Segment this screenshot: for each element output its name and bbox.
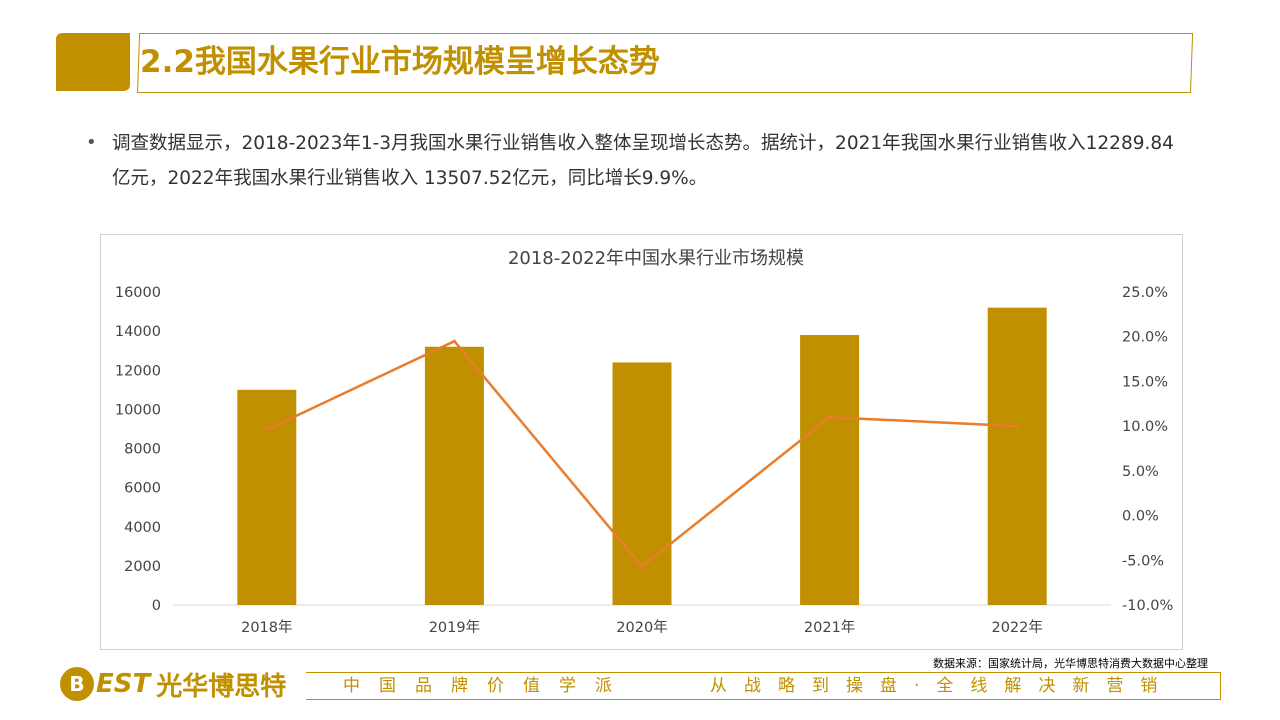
y-right-tick-label: 0.0% [1122, 509, 1159, 525]
y-right-tick-label: 5.0% [1122, 464, 1159, 480]
chart-svg: 2018-2022年中国水果行业市场规模 0 2000 4000 6000 8000 100… [115, 248, 1173, 636]
body-paragraph: 调查数据显示，2018-2023年1-3月我国水果行业销售收入整体呈现增长态势。… [112, 133, 1174, 189]
y-right-tick-label: 10.0% [1122, 419, 1168, 435]
y-right-tick-label: 25.0% [1122, 285, 1168, 301]
y-right-tick-label: 20.0% [1122, 330, 1168, 346]
logo-mark-icon: B [60, 667, 94, 701]
bar-4 [800, 335, 860, 605]
bullet-marker: • [86, 132, 97, 153]
x-tick-label: 2018年 [241, 619, 292, 636]
y-left-tick-label: 2000 [124, 559, 161, 575]
y-left-tick-label: 4000 [124, 520, 161, 536]
y-right-tick-label: -5.0% [1122, 553, 1164, 569]
y-left-tick-label: 6000 [124, 481, 161, 497]
y-left-tick-label: 10000 [115, 402, 161, 418]
chart-title: 2018-2022年中国水果行业市场规模 [508, 248, 804, 269]
y-left-tick-label: 0 [152, 598, 161, 614]
title-accent-block [56, 33, 130, 91]
y-right-tick-label: -10.0% [1122, 598, 1173, 614]
slogan-right: 从战略到操盘·全线解决新营销 [710, 676, 1175, 696]
line-point-5 [1015, 424, 1019, 428]
line-point-2 [452, 339, 456, 343]
chart-container: 2018-2022年中国水果行业市场规模 0 2000 4000 6000 8000 100… [100, 234, 1183, 650]
slogan-left: 中国品牌价值学派 [343, 676, 631, 696]
logo-latin: EST [96, 669, 151, 699]
bar-5 [987, 307, 1047, 605]
y-left-tick-label: 12000 [115, 363, 161, 379]
footer-logo: B EST 光华博思特 [60, 664, 286, 704]
line-point-4 [828, 415, 832, 419]
logo-chinese: 光华博思特 [156, 671, 287, 702]
x-tick-label: 2019年 [429, 619, 480, 636]
x-tick-label: 2020年 [616, 619, 667, 636]
bar-1 [237, 389, 297, 605]
y-right-tick-label: 15.0% [1122, 374, 1168, 390]
bar-2 [424, 346, 484, 605]
data-source-note: 数据来源：国家统计局，光华博思特消费大数据中心整理 [933, 657, 1208, 670]
slogan-frame [306, 672, 1221, 700]
line-point-1 [265, 428, 269, 432]
line-point-3 [640, 565, 644, 569]
x-tick-label: 2021年 [804, 619, 855, 636]
y-left-tick-label: 16000 [115, 285, 161, 301]
x-tick-label: 2022年 [991, 619, 1042, 636]
y-left-tick-label: 14000 [115, 324, 161, 340]
y-left-tick-label: 8000 [124, 442, 161, 458]
page-title: 2.2我国水果行业市场规模呈增长态势 [140, 44, 660, 80]
bar-3 [612, 362, 672, 605]
